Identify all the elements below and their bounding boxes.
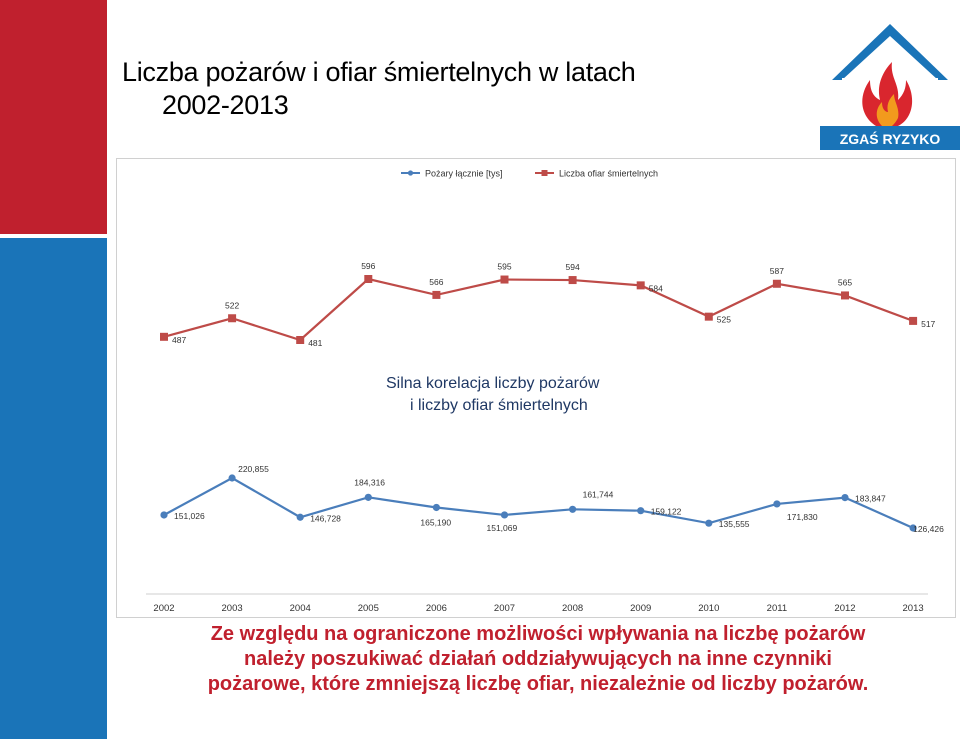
data-label-fires: 151,026 bbox=[174, 511, 205, 521]
chart-frame bbox=[116, 158, 956, 618]
data-label-victims: 525 bbox=[717, 315, 731, 325]
data-point-victims bbox=[432, 290, 441, 299]
legend-victims-marker bbox=[541, 170, 548, 176]
data-point-victims bbox=[772, 279, 781, 288]
x-tick-label: 2002 bbox=[153, 603, 174, 614]
data-label-fires: 126,426 bbox=[913, 524, 944, 534]
slide-title: Liczba pożarów i ofiar śmiertelnych w la… bbox=[122, 56, 802, 122]
data-label-victims: 487 bbox=[172, 335, 186, 345]
slide-title-line2: 2002-2013 bbox=[162, 90, 289, 120]
data-point-fires bbox=[909, 524, 917, 532]
data-label-victims: 584 bbox=[649, 283, 663, 293]
x-tick-label: 2005 bbox=[358, 603, 379, 614]
data-label-fires: 183,847 bbox=[855, 494, 886, 504]
slide-title-line1: Liczba pożarów i ofiar śmiertelnych w la… bbox=[122, 57, 636, 87]
chart-annotation-line2: i liczby ofiar śmiertelnych bbox=[410, 397, 588, 414]
data-label-victims: 594 bbox=[566, 262, 580, 272]
data-point-fires bbox=[500, 511, 509, 519]
data-label-victims: 566 bbox=[429, 277, 443, 287]
data-point-fires bbox=[705, 519, 713, 527]
data-point-fires bbox=[841, 493, 849, 502]
data-label-victims: 596 bbox=[361, 261, 375, 271]
data-point-fires bbox=[569, 505, 577, 513]
conclusion-line1: Ze względu na ograniczone możliwości wpł… bbox=[210, 623, 866, 645]
x-tick-label: 2012 bbox=[834, 603, 855, 614]
data-label-fires: 151,069 bbox=[487, 523, 518, 533]
data-label-fires: 146,728 bbox=[310, 513, 341, 523]
x-tick-label: 2008 bbox=[562, 603, 583, 614]
conclusion-line2: należy poszukiwać działań oddziaływujący… bbox=[244, 648, 832, 670]
data-point-victims bbox=[909, 316, 918, 325]
data-point-fires bbox=[432, 503, 440, 512]
series-fires: 151,026 220,855 146,728 184,316 165,190 151,0… bbox=[160, 464, 944, 534]
data-label-victims: 595 bbox=[497, 262, 511, 272]
x-tick-label: 2011 bbox=[767, 603, 787, 614]
data-point-fires bbox=[637, 507, 645, 515]
legend-fires-marker bbox=[407, 170, 414, 176]
data-label-fires: 159,122 bbox=[651, 507, 682, 517]
data-point-victims bbox=[841, 291, 849, 300]
data-label-victims: 522 bbox=[225, 300, 239, 310]
data-label-fires: 135,555 bbox=[719, 519, 750, 529]
data-label-victims: 481 bbox=[308, 338, 322, 348]
x-tick-label: 2010 bbox=[698, 603, 719, 614]
chart-annotation-line1: Silna korelacja liczby pożarów bbox=[386, 375, 600, 392]
data-label-fires: 184,316 bbox=[354, 477, 385, 487]
data-point-fires bbox=[364, 493, 372, 501]
line-chart: Pożary łącznie [tys] Liczba ofiar śmiert… bbox=[116, 158, 956, 618]
data-point-fires bbox=[160, 511, 168, 519]
x-tick-label: 2003 bbox=[222, 603, 243, 614]
data-label-fires: 161,744 bbox=[583, 489, 614, 499]
data-point-victims bbox=[296, 336, 305, 344]
series-victims: 487 522 481 596 566 595 594 584 525 587 565 517 bbox=[160, 261, 936, 348]
zgas-ryzyko-logo: ZGAŚ RYZYKO bbox=[820, 24, 960, 150]
data-point-victims bbox=[704, 312, 713, 321]
x-tick-label: 2007 bbox=[494, 603, 515, 614]
series-line-victims bbox=[163, 277, 914, 342]
x-tick-label: 2006 bbox=[426, 603, 447, 614]
x-tick-labels: 2002 2003 2004 2005 2006 2007 2008 2009 2010 2011… bbox=[153, 603, 923, 614]
data-point-victims bbox=[160, 332, 168, 341]
legend-victims-label: Liczba ofiar śmiertelnych bbox=[559, 169, 658, 179]
data-point-victims bbox=[364, 275, 373, 283]
x-tick-label: 2009 bbox=[630, 603, 651, 614]
red-side-bar bbox=[0, 0, 107, 234]
chart-legend: Pożary łącznie [tys] Liczba ofiar śmiert… bbox=[401, 169, 658, 179]
data-label-fires: 171,830 bbox=[787, 512, 818, 522]
data-point-fires bbox=[773, 500, 781, 508]
legend-fires-label: Pożary łącznie [tys] bbox=[425, 169, 503, 179]
data-label-victims: 587 bbox=[770, 266, 784, 276]
data-point-fires bbox=[296, 513, 304, 521]
data-label-fires: 220,855 bbox=[238, 464, 269, 474]
conclusion-line3: pożarowe, które zmniejszą liczbę ofiar, … bbox=[207, 673, 869, 695]
series-line-fires bbox=[163, 476, 914, 530]
x-tick-label: 2013 bbox=[903, 603, 924, 614]
data-label-fires: 165,190 bbox=[420, 517, 451, 527]
data-point-fires bbox=[228, 474, 236, 482]
data-label-victims: 517 bbox=[921, 319, 935, 329]
conclusion-text: Ze względu na ograniczone możliwości wpł… bbox=[118, 622, 958, 697]
logo-text: ZGAŚ RYZYKO bbox=[840, 130, 941, 147]
blue-side-bar bbox=[0, 238, 107, 739]
data-point-victims bbox=[500, 275, 509, 284]
data-point-victims bbox=[636, 281, 645, 290]
x-tick-label: 2004 bbox=[290, 603, 311, 614]
data-point-victims bbox=[568, 276, 577, 285]
data-point-victims bbox=[228, 314, 237, 323]
data-label-victims: 565 bbox=[838, 277, 852, 287]
